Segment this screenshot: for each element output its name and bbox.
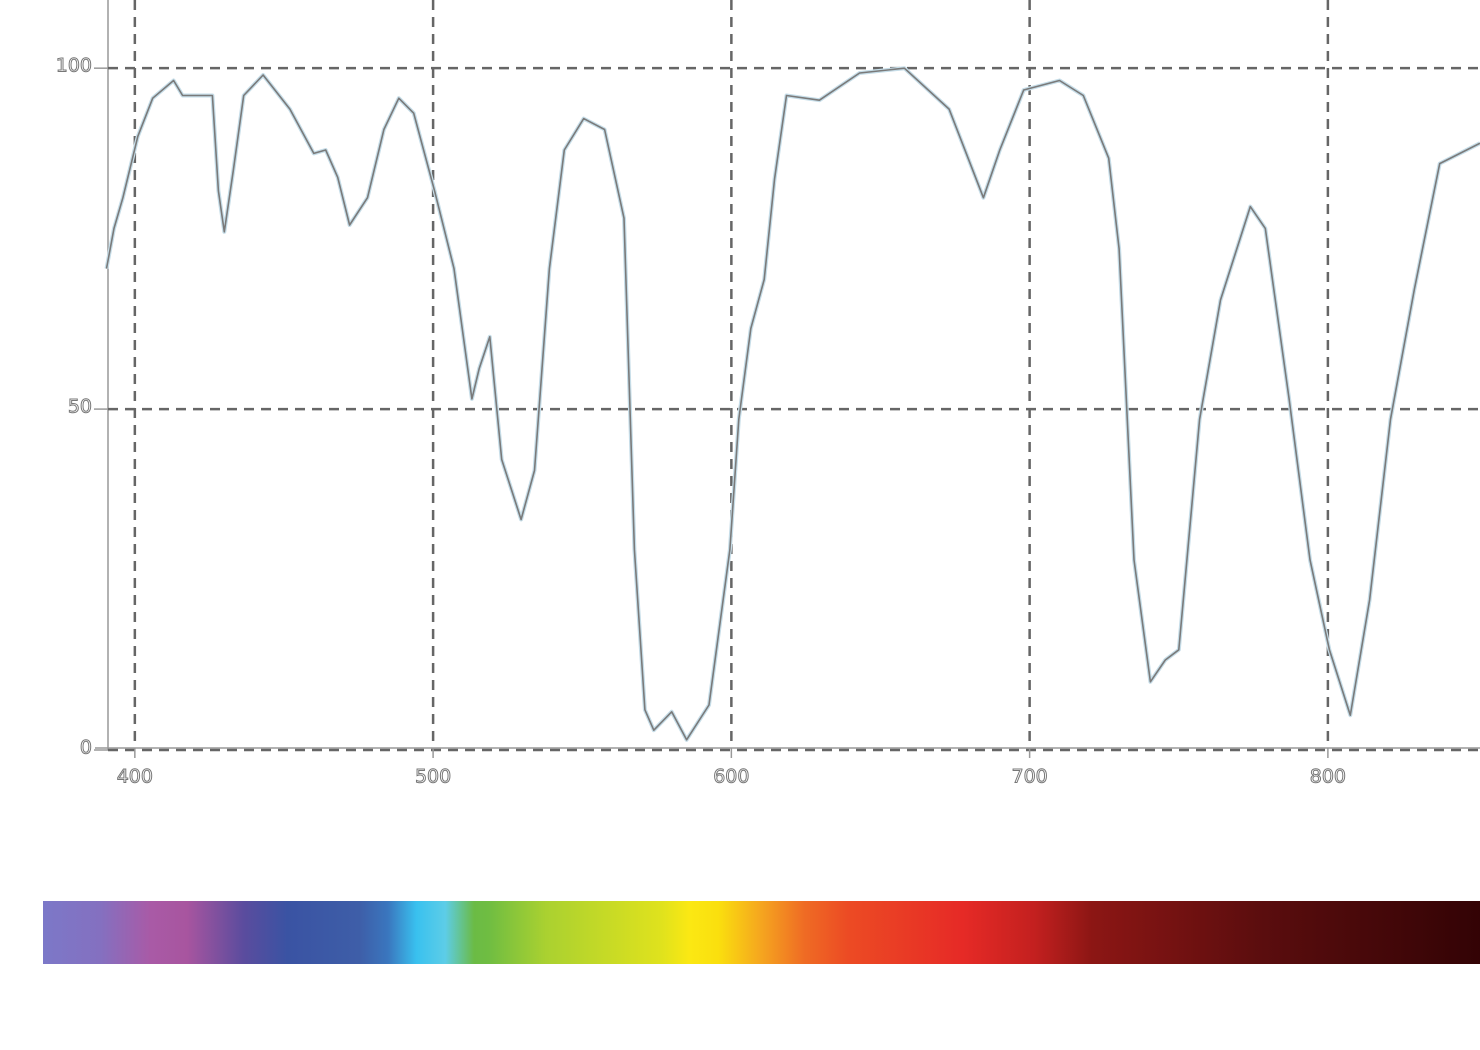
x-tick-label: 800 — [1310, 766, 1346, 788]
y-tick-label: 0 — [80, 737, 92, 759]
x-tick-label: 700 — [1011, 766, 1047, 788]
spectrum-bar — [43, 901, 1480, 964]
y-tick-label: 50 — [68, 396, 92, 418]
y-tick-label: 100 — [56, 55, 92, 77]
x-tick-label: 500 — [415, 766, 451, 788]
x-tick-label: 400 — [117, 766, 153, 788]
x-tick-label: 600 — [713, 766, 749, 788]
spectrum-outline — [104, 66, 1480, 742]
spectrum-line — [105, 67, 1480, 741]
